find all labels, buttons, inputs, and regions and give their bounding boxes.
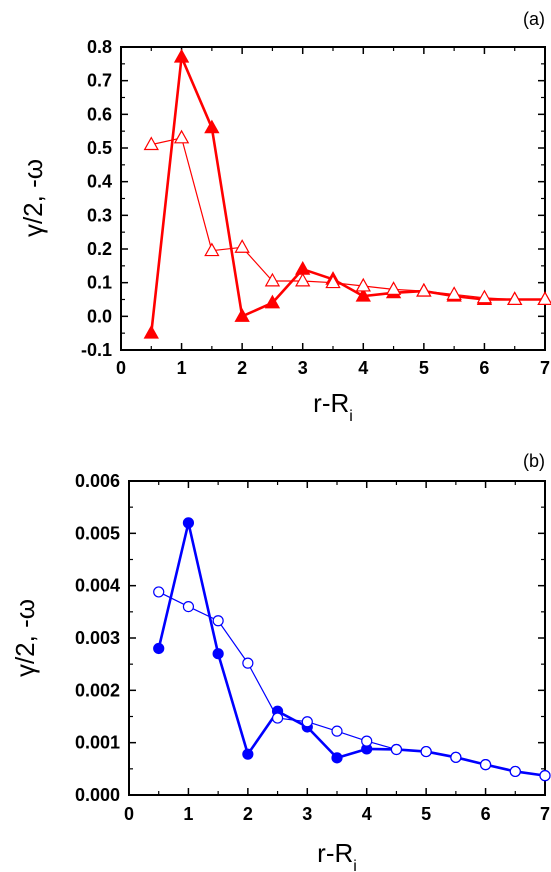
y-tick-label: 0.0 xyxy=(87,306,112,326)
x-tick-label: 7 xyxy=(540,804,550,824)
data-point-open-triangle xyxy=(355,277,371,292)
data-point-open-triangle xyxy=(416,282,432,297)
chart-panel-a: 0 1 2 3 4 5 6 7 -0.1 0.0 0.1 0.2 0.3 0.4 0.5 0.6 0.7 0.8 (… xyxy=(18,9,551,425)
x-tick-label: 1 xyxy=(177,358,187,378)
data-point-open-circle xyxy=(331,725,343,737)
data-point-open-triangle xyxy=(173,129,190,144)
y-axis-title: γ/2, -ω xyxy=(18,159,48,237)
y-tick-label: 0.001 xyxy=(75,733,120,753)
data-point-open-triangle xyxy=(537,291,551,305)
data-point-filled-circle xyxy=(242,748,254,760)
data-point-filled-triangle xyxy=(264,294,281,309)
x-tick-label: 2 xyxy=(237,358,247,378)
y-tick-label: 0.002 xyxy=(75,680,120,700)
data-point-open-triangle xyxy=(325,274,341,289)
x-axis-title-main: r-R xyxy=(317,838,353,868)
data-point-open-triangle xyxy=(295,272,311,287)
x-axis-title-subscript: i xyxy=(353,858,357,872)
y-tick-label: 0.005 xyxy=(75,523,120,543)
data-point-open-triangle xyxy=(264,272,281,287)
x-tick-label: 2 xyxy=(243,804,253,824)
y-tick-label: 0.8 xyxy=(87,37,112,57)
data-point-open-circle xyxy=(539,770,551,782)
data-point-filled-circle xyxy=(153,642,165,655)
data-point-open-triangle xyxy=(446,286,462,300)
x-tick-label: 4 xyxy=(362,804,372,824)
data-point-open-circle xyxy=(450,751,462,763)
y-tick-label: 0.006 xyxy=(75,471,120,491)
x-tick-label: 6 xyxy=(479,358,489,378)
data-point-filled-triangle xyxy=(143,324,159,339)
x-tick-label: 0 xyxy=(124,804,134,824)
data-point-open-circle xyxy=(390,743,403,756)
data-point-filled-triangle xyxy=(173,48,190,63)
data-point-open-circle xyxy=(271,712,284,724)
x-axis-title: r-Ri xyxy=(317,838,357,872)
data-point-open-circle xyxy=(479,759,492,771)
y-tick-label: 0.003 xyxy=(75,628,120,648)
x-axis-title: r-Ri xyxy=(313,388,353,425)
y-tick-label: -0.1 xyxy=(81,340,112,360)
series-line-filled-triangle xyxy=(149,55,545,334)
y-tick-label: 0.004 xyxy=(75,576,120,596)
data-point-open-triangle xyxy=(234,239,250,253)
x-tick-label: 5 xyxy=(421,804,431,824)
x-tick-label: 3 xyxy=(298,358,308,378)
y-tick-label: 0.1 xyxy=(87,273,112,293)
data-point-open-circle xyxy=(420,745,432,758)
data-point-filled-circle xyxy=(182,517,195,529)
data-point-open-circle xyxy=(153,586,165,598)
y-tick-label: 0.5 xyxy=(87,138,112,158)
x-tick-label: 7 xyxy=(540,358,550,378)
plot-frame xyxy=(128,480,546,796)
panel-label: (a) xyxy=(523,9,545,29)
y-tick-label: 0.6 xyxy=(87,104,112,124)
data-point-open-triangle xyxy=(385,281,402,295)
y-tick-label: 0.4 xyxy=(87,172,112,192)
y-axis-title: γ/2, -ω xyxy=(10,599,40,677)
x-tick-label: 4 xyxy=(358,358,368,378)
data-point-filled-triangle xyxy=(204,119,220,134)
x-axis-title-subscript: i xyxy=(349,408,353,425)
data-point-open-circle xyxy=(182,600,195,613)
x-tick-label: 1 xyxy=(183,804,193,824)
data-point-open-triangle xyxy=(507,291,523,305)
data-point-open-circle xyxy=(301,716,313,728)
panel-label: (b) xyxy=(523,451,545,471)
x-tick-label: 6 xyxy=(481,804,491,824)
series-line-open-triangle xyxy=(151,137,545,301)
data-point-open-circle xyxy=(361,735,373,747)
data-point-filled-triangle xyxy=(234,308,250,322)
data-point-filled-circle xyxy=(212,648,224,660)
data-point-filled-triangle xyxy=(295,260,311,275)
data-point-open-triangle xyxy=(476,289,493,304)
data-point-filled-circle xyxy=(331,752,343,764)
data-point-open-triangle xyxy=(143,136,159,151)
data-point-open-circle xyxy=(509,765,521,778)
y-tick-label: 0.7 xyxy=(87,71,112,91)
y-tick-label: 0.2 xyxy=(87,239,112,259)
y-tick-label: 0.000 xyxy=(75,785,120,805)
data-point-open-circle xyxy=(242,657,254,669)
y-tick-label: 0.3 xyxy=(87,205,112,225)
data-point-open-triangle xyxy=(204,242,220,257)
data-point-open-circle xyxy=(212,615,224,627)
x-tick-label: 3 xyxy=(302,804,312,824)
x-tick-label: 5 xyxy=(419,358,429,378)
x-axis-title-main: r-R xyxy=(313,388,349,418)
x-tick-label: 0 xyxy=(116,358,126,378)
data-point-filled-triangle xyxy=(355,287,371,302)
chart-panel-b: 0 1 2 3 4 5 6 7 0.000 0.001 0.002 0.003 0.004 0.005 0.… xyxy=(10,451,551,872)
